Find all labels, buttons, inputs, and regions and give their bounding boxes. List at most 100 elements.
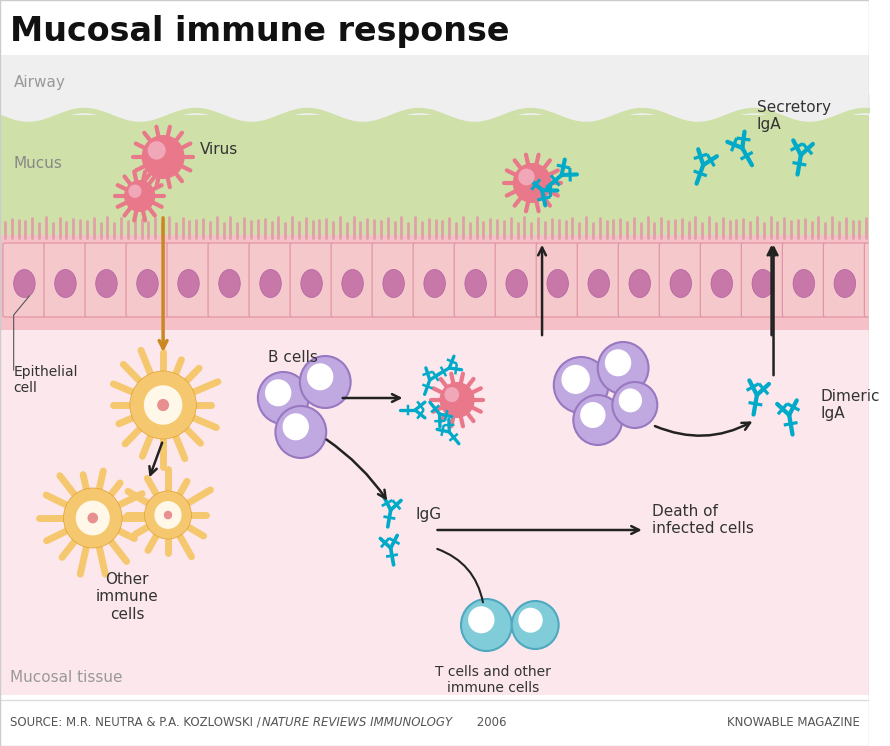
Circle shape (619, 389, 642, 413)
Ellipse shape (54, 269, 77, 298)
Circle shape (573, 395, 622, 445)
FancyBboxPatch shape (782, 243, 825, 317)
Circle shape (580, 402, 605, 428)
FancyBboxPatch shape (85, 243, 128, 317)
FancyBboxPatch shape (208, 243, 251, 317)
Circle shape (128, 184, 142, 198)
Ellipse shape (547, 269, 569, 298)
FancyBboxPatch shape (331, 243, 374, 317)
Circle shape (300, 356, 351, 408)
FancyBboxPatch shape (44, 243, 87, 317)
Circle shape (158, 399, 169, 411)
Ellipse shape (629, 269, 651, 298)
Circle shape (275, 406, 327, 458)
Ellipse shape (13, 269, 36, 298)
Text: T cells and other
immune cells: T cells and other immune cells (435, 665, 551, 695)
Circle shape (513, 163, 552, 203)
Text: Other
immune
cells: Other immune cells (95, 572, 158, 622)
Circle shape (148, 141, 166, 160)
FancyBboxPatch shape (372, 243, 415, 317)
Circle shape (440, 382, 474, 418)
FancyBboxPatch shape (619, 243, 661, 317)
Circle shape (282, 413, 309, 440)
FancyBboxPatch shape (454, 243, 498, 317)
Circle shape (87, 513, 98, 524)
Text: Virus: Virus (200, 142, 239, 157)
Bar (0, 55, 870, 115)
FancyBboxPatch shape (700, 243, 743, 317)
Circle shape (144, 385, 182, 424)
FancyBboxPatch shape (864, 243, 890, 317)
Circle shape (76, 501, 109, 536)
FancyBboxPatch shape (167, 243, 210, 317)
Ellipse shape (588, 269, 610, 298)
Text: Mucosal immune response: Mucosal immune response (10, 16, 509, 48)
Ellipse shape (383, 269, 404, 298)
Circle shape (63, 488, 122, 548)
Text: Death of
infected cells: Death of infected cells (652, 504, 755, 536)
Circle shape (461, 599, 512, 651)
Circle shape (554, 357, 609, 413)
Circle shape (612, 382, 658, 428)
Circle shape (512, 601, 559, 649)
Circle shape (518, 169, 535, 186)
Text: SOURCE: M.R. NEUTRA & P.A. KOZLOWSKI /: SOURCE: M.R. NEUTRA & P.A. KOZLOWSKI / (10, 715, 264, 729)
Ellipse shape (424, 269, 445, 298)
Circle shape (444, 387, 459, 402)
Ellipse shape (260, 269, 281, 298)
Ellipse shape (301, 269, 322, 298)
Circle shape (598, 342, 649, 394)
Circle shape (468, 606, 495, 633)
Bar (0, 695, 870, 746)
Ellipse shape (670, 269, 692, 298)
Ellipse shape (342, 269, 363, 298)
Bar (0, 330, 870, 695)
Circle shape (518, 608, 543, 633)
Bar (0, 235, 870, 330)
Text: 2006: 2006 (473, 715, 506, 729)
FancyBboxPatch shape (659, 243, 702, 317)
Text: Mucus: Mucus (13, 155, 62, 171)
Ellipse shape (465, 269, 487, 298)
Ellipse shape (752, 269, 773, 298)
FancyBboxPatch shape (3, 243, 46, 317)
FancyBboxPatch shape (413, 243, 456, 317)
Ellipse shape (178, 269, 199, 298)
Text: KNOWABLE MAGAZINE: KNOWABLE MAGAZINE (726, 715, 860, 729)
Circle shape (605, 349, 631, 376)
Bar (0, 115, 870, 235)
FancyBboxPatch shape (741, 243, 784, 317)
Circle shape (144, 491, 191, 539)
Ellipse shape (875, 269, 890, 298)
Ellipse shape (834, 269, 855, 298)
Ellipse shape (219, 269, 240, 298)
Text: NATURE REVIEWS IMMUNOLOGY: NATURE REVIEWS IMMUNOLOGY (262, 715, 452, 729)
FancyBboxPatch shape (536, 243, 579, 317)
FancyBboxPatch shape (290, 243, 333, 317)
Circle shape (154, 501, 182, 529)
Ellipse shape (96, 269, 117, 298)
Ellipse shape (711, 269, 732, 298)
Circle shape (265, 379, 291, 407)
Ellipse shape (793, 269, 814, 298)
FancyBboxPatch shape (126, 243, 169, 317)
Text: B cells: B cells (268, 351, 318, 366)
Text: IgG: IgG (415, 507, 441, 522)
Circle shape (164, 511, 172, 519)
Circle shape (124, 180, 155, 212)
FancyBboxPatch shape (495, 243, 538, 317)
Text: Mucosal tissue: Mucosal tissue (10, 669, 122, 685)
Ellipse shape (137, 269, 158, 298)
Text: Airway: Airway (13, 75, 66, 90)
Circle shape (562, 365, 590, 394)
Circle shape (258, 372, 309, 424)
Circle shape (307, 363, 334, 390)
Text: Epithelial
cell: Epithelial cell (13, 365, 78, 395)
Ellipse shape (506, 269, 528, 298)
FancyBboxPatch shape (823, 243, 866, 317)
Text: Secretory
IgA: Secretory IgA (756, 100, 831, 132)
FancyBboxPatch shape (578, 243, 620, 317)
Text: Dimeric
IgA: Dimeric IgA (821, 389, 880, 421)
Circle shape (130, 371, 197, 439)
FancyBboxPatch shape (249, 243, 292, 317)
